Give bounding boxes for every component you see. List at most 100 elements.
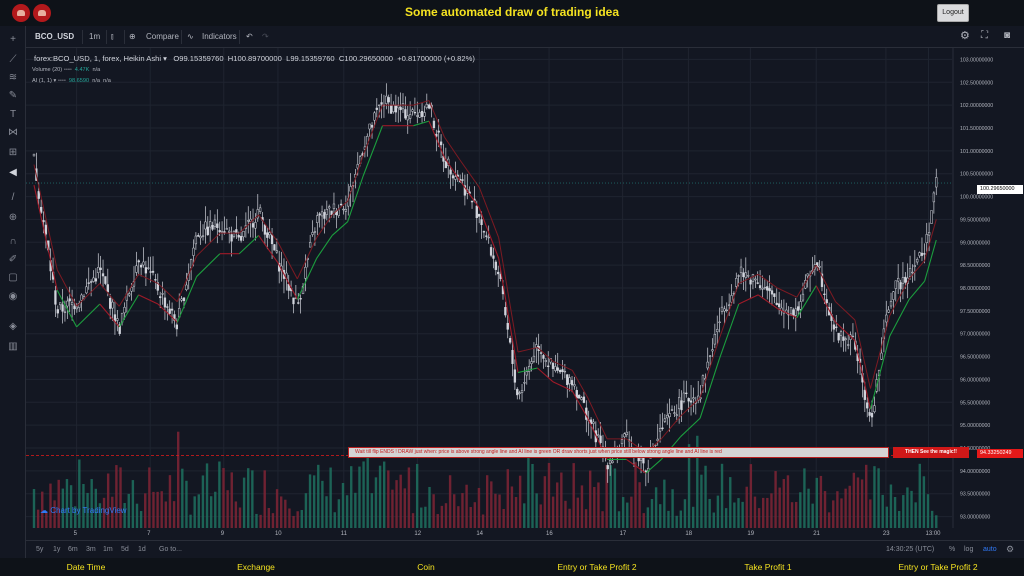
interval-selector[interactable]: 1m: [89, 32, 101, 41]
range-3m[interactable]: 3m: [86, 546, 96, 553]
lock-icon[interactable]: ▢: [8, 272, 18, 283]
candle-body: [789, 307, 793, 315]
ai-label[interactable]: AI (1, 1): [32, 78, 52, 84]
volume-label[interactable]: Volume (20): [32, 67, 63, 73]
volume-bar: [144, 493, 147, 528]
volume-bar: [469, 507, 472, 528]
undo-icon[interactable]: ↶: [246, 32, 253, 41]
ai-line-segment: [815, 285, 837, 323]
volume-bar: [757, 508, 761, 528]
strong-angle-line-segment: [176, 255, 198, 302]
range-1y[interactable]: 1y: [53, 546, 61, 553]
candle-body: [411, 109, 414, 112]
legend-symbol[interactable]: forex:BCO_USD, 1, forex, Heikin Ashi: [34, 54, 162, 63]
trendline-icon[interactable]: ⟋: [9, 54, 17, 65]
candle-body: [923, 253, 926, 255]
candle-body: [392, 104, 395, 112]
price-chart[interactable]: 103.00000000 102.50000000 102.00000000 101.…: [26, 48, 1024, 540]
eye-icon[interactable]: ◉: [8, 291, 18, 302]
lock-drawings-icon[interactable]: ✐: [8, 254, 18, 265]
volume-bar: [646, 507, 650, 528]
compare-button[interactable]: Compare: [146, 32, 179, 41]
volume-bar: [691, 506, 695, 528]
volume-bar: [176, 431, 180, 528]
drawing-toolbar: + ⟋ ≋ ✎ T ⋈ ⊞ ◀ / ⊕ ∩ ✐ ▢ ◉ ◈ ▥: [0, 26, 26, 564]
fib-icon[interactable]: ≋: [8, 72, 18, 83]
camera-icon[interactable]: ◙: [1004, 30, 1011, 41]
indicators-icon[interactable]: ∿: [187, 32, 194, 41]
candle-body: [825, 299, 828, 304]
volume-bar: [403, 488, 406, 528]
log-toggle[interactable]: log: [964, 546, 974, 553]
candle-body: [870, 412, 874, 418]
y-tick-label: 96.50000000: [960, 355, 990, 361]
candle-body: [259, 207, 262, 212]
chart-style-icon[interactable]: ⫾: [111, 32, 114, 41]
ruler-icon[interactable]: /: [11, 192, 15, 203]
footer-coin: Coin: [417, 562, 435, 572]
settings-icon[interactable]: ⚙: [960, 30, 970, 42]
chart-canvas[interactable]: 103.00000000 102.50000000 102.00000000 101.…: [26, 48, 1024, 540]
strong-angle-line-segment: [347, 155, 364, 202]
volume-bar: [865, 464, 868, 528]
candle-body: [716, 329, 719, 333]
brush-icon[interactable]: ✎: [8, 90, 18, 101]
goto-button[interactable]: Go to...: [159, 546, 182, 553]
range-5y[interactable]: 5y: [36, 546, 44, 553]
strong-angle-line-segment: [76, 283, 101, 307]
crosshair-icon[interactable]: +: [10, 34, 16, 45]
compare-icon[interactable]: ⊕: [129, 32, 136, 41]
candle-body: [299, 298, 302, 300]
candle-body: [368, 123, 371, 130]
logout-button[interactable]: Logout: [937, 4, 969, 22]
layers-icon[interactable]: ◈: [9, 321, 17, 332]
volume-bar: [906, 487, 909, 528]
text-icon[interactable]: T: [9, 109, 17, 120]
candle-body: [739, 266, 743, 273]
volume-bar: [930, 510, 934, 528]
tradingview-watermark[interactable]: ☁ Chart by TradingView: [40, 506, 127, 515]
y-tick-label: 96.00000000: [960, 377, 990, 383]
candle-body: [582, 396, 586, 403]
legend-close: C100.29650000: [338, 54, 393, 63]
magnet-icon[interactable]: ∩: [9, 236, 17, 247]
ai-line-segment: [718, 303, 740, 360]
candle-body: [185, 284, 188, 291]
candle-body: [663, 418, 667, 422]
candle-body: [677, 397, 681, 410]
strong-angle-line-segment: [854, 319, 871, 389]
strong-angle-line-segment: [498, 237, 519, 353]
candle-body: [128, 293, 131, 296]
range-5d[interactable]: 5d: [121, 546, 129, 553]
volume-bar: [547, 462, 551, 528]
footer-entry-tp2-b: Entry or Take Profit 2: [898, 562, 978, 572]
candle-body: [356, 164, 359, 169]
indicators-button[interactable]: Indicators: [202, 32, 237, 41]
range-1d[interactable]: 1d: [138, 546, 146, 553]
zoom-icon[interactable]: ⊕: [8, 212, 18, 223]
range-1m[interactable]: 1m: [103, 546, 113, 553]
trash-icon[interactable]: ▥: [8, 341, 18, 352]
volume-bar: [275, 489, 279, 528]
pattern-icon[interactable]: ⋈: [8, 127, 18, 138]
range-6m[interactable]: 6m: [68, 546, 78, 553]
measure-icon[interactable]: ⊞: [8, 147, 18, 158]
candle-body: [39, 206, 43, 213]
volume-bar: [597, 482, 600, 528]
watermark-text[interactable]: Chart by TradingView: [50, 506, 127, 515]
back-arrow-icon[interactable]: ◀: [9, 167, 17, 178]
footer-columns: Date Time Exchange Coin Entry or Take Pr…: [0, 558, 1024, 576]
candle-body: [566, 374, 569, 386]
volume-bar: [877, 468, 880, 528]
fullscreen-icon[interactable]: ⛶: [981, 30, 988, 41]
percent-toggle[interactable]: %: [949, 546, 956, 553]
candle-body: [892, 291, 895, 300]
candle-body: [713, 333, 717, 345]
volume-bar: [823, 491, 827, 528]
scale-settings-icon[interactable]: ⚙: [1006, 544, 1015, 554]
candle-body: [666, 414, 669, 419]
symbol-search[interactable]: BCO_USD: [35, 32, 75, 41]
auto-toggle[interactable]: auto: [983, 546, 997, 553]
redo-icon[interactable]: ↷: [262, 32, 269, 41]
candle-body: [718, 321, 721, 323]
